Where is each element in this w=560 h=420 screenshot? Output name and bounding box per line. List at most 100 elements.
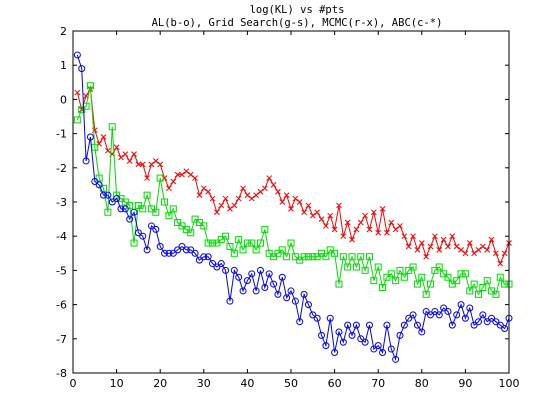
mcmc-point: [405, 243, 412, 250]
mcmc-point: [445, 243, 451, 250]
grid-search-point: [156, 174, 164, 182]
grid-search-point: [492, 290, 500, 298]
x-tick-label: 0: [70, 377, 77, 390]
mcmc-point: [118, 154, 124, 161]
al-point: [278, 273, 286, 281]
x-tick-label: 40: [240, 377, 254, 390]
mcmc-point: [475, 247, 482, 253]
mcmc-point: [261, 185, 268, 192]
mcmc-point: [362, 212, 368, 219]
grid-search-point: [418, 273, 426, 281]
x-tick-label: 10: [110, 377, 124, 390]
grid-search-point: [287, 239, 295, 247]
mcmc-point: [323, 223, 329, 229]
mcmc-point: [493, 250, 499, 257]
grid-search-point: [453, 277, 461, 285]
al-point: [466, 304, 474, 312]
al-point: [387, 345, 395, 353]
grid-search-point: [474, 290, 482, 298]
al-point: [274, 290, 282, 298]
grid-search-point: [226, 242, 234, 250]
grid-search-point: [283, 253, 291, 261]
al-point: [431, 307, 439, 315]
mcmc-point: [305, 202, 312, 209]
al-point: [400, 321, 408, 329]
grid-search-point: [427, 280, 435, 288]
al-point: [113, 195, 121, 203]
mcmc-point: [340, 233, 347, 240]
mcmc-point: [388, 219, 395, 226]
al-point: [139, 232, 147, 240]
mcmc-point: [484, 247, 491, 253]
mcmc-point: [266, 175, 273, 181]
mcmc-point: [336, 202, 342, 209]
grid-search-point: [344, 263, 352, 271]
al-point: [226, 297, 234, 305]
mcmc-point: [366, 226, 373, 233]
grid-search-point: [409, 263, 417, 271]
al-point: [374, 342, 382, 350]
al-point: [204, 253, 212, 261]
mcmc-point: [183, 168, 190, 175]
mcmc-point: [353, 226, 360, 233]
grid-search-point: [339, 253, 347, 261]
mcmc-point: [501, 250, 508, 257]
al-point: [457, 301, 465, 309]
grid-search-point: [361, 266, 369, 274]
y-tick-label: -1: [56, 128, 67, 141]
al-point: [483, 318, 491, 326]
x-tick-label: 30: [197, 377, 211, 390]
al-point: [444, 307, 452, 315]
al-point: [422, 307, 430, 315]
al-point: [448, 321, 456, 329]
grid-search-point: [387, 270, 395, 278]
mcmc-point: [292, 195, 299, 202]
al-point: [361, 338, 369, 346]
mcmc-point: [174, 171, 181, 178]
y-tick-label: -5: [56, 264, 67, 277]
mcmc-point: [122, 151, 129, 157]
mcmc-point: [152, 158, 159, 164]
grid-search-point: [139, 205, 147, 213]
mcmc-point: [436, 247, 443, 253]
al-point: [365, 321, 373, 329]
mcmc-point: [301, 209, 307, 216]
grid-search-point: [374, 263, 382, 271]
mcmc-point: [131, 151, 137, 157]
al-point: [82, 157, 90, 165]
grid-search-point: [256, 239, 264, 247]
al-point: [261, 284, 269, 291]
grid-search-point: [73, 116, 81, 124]
grid-search-point: [104, 208, 112, 216]
al-point: [435, 311, 443, 319]
mcmc-point: [166, 185, 172, 192]
al-point: [322, 342, 330, 350]
grid-search-point: [95, 174, 103, 182]
grid-search-point: [444, 273, 452, 281]
y-tick-label: -4: [56, 230, 67, 243]
al-point: [405, 314, 413, 322]
x-tick-label: 80: [415, 377, 429, 390]
grid-search-point: [243, 239, 251, 247]
mcmc-point: [497, 260, 504, 267]
grid-search-point: [161, 198, 169, 206]
grid-search-point: [230, 249, 238, 257]
mcmc-point: [309, 212, 316, 219]
mcmc-point: [170, 178, 177, 185]
mcmc-point: [296, 199, 303, 205]
grid-search-point: [357, 253, 365, 261]
al-point: [243, 277, 251, 285]
y-tick-label: 2: [60, 25, 67, 38]
grid-search-point: [379, 284, 387, 291]
al-point: [161, 249, 169, 257]
grid-search-series-line: [76, 85, 509, 296]
grid-search-point: [322, 253, 330, 261]
mcmc-point: [214, 209, 220, 216]
al-point: [100, 191, 108, 199]
grid-search-point: [309, 253, 317, 261]
grid-search-point: [413, 280, 421, 288]
mcmc-point: [209, 195, 216, 202]
al-point: [383, 321, 391, 329]
mcmc-point: [488, 236, 495, 243]
